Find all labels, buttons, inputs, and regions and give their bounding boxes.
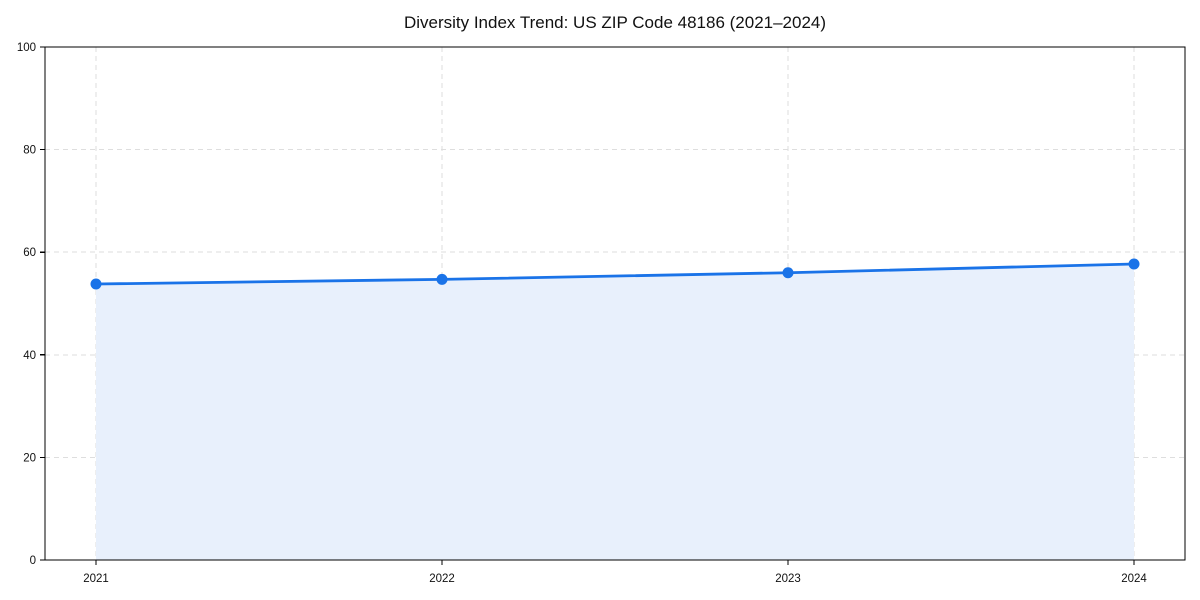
plot-border — [44, 46, 1186, 561]
x-tick-label: 2024 — [1121, 573, 1147, 585]
chart-title: Diversity Index Trend: US ZIP Code 48186… — [403, 13, 827, 32]
y-tick-label: 60 — [23, 247, 36, 259]
y-tick-label: 0 — [30, 555, 36, 567]
data-point-marker — [90, 278, 102, 290]
x-tick-label: 2021 — [83, 573, 109, 585]
data-point-marker — [1128, 258, 1140, 270]
y-tick-label: 20 — [23, 452, 36, 464]
data-point-marker — [436, 273, 448, 285]
y-tick-label: 100 — [17, 42, 36, 54]
y-tick-label: 40 — [23, 350, 36, 362]
area-fill — [96, 263, 1134, 560]
trend-line — [94, 262, 1136, 286]
y-tick-label: 80 — [23, 145, 36, 157]
x-tick-label: 2023 — [775, 573, 801, 585]
x-tick-label: 2022 — [429, 573, 455, 585]
data-point-marker — [782, 267, 794, 279]
